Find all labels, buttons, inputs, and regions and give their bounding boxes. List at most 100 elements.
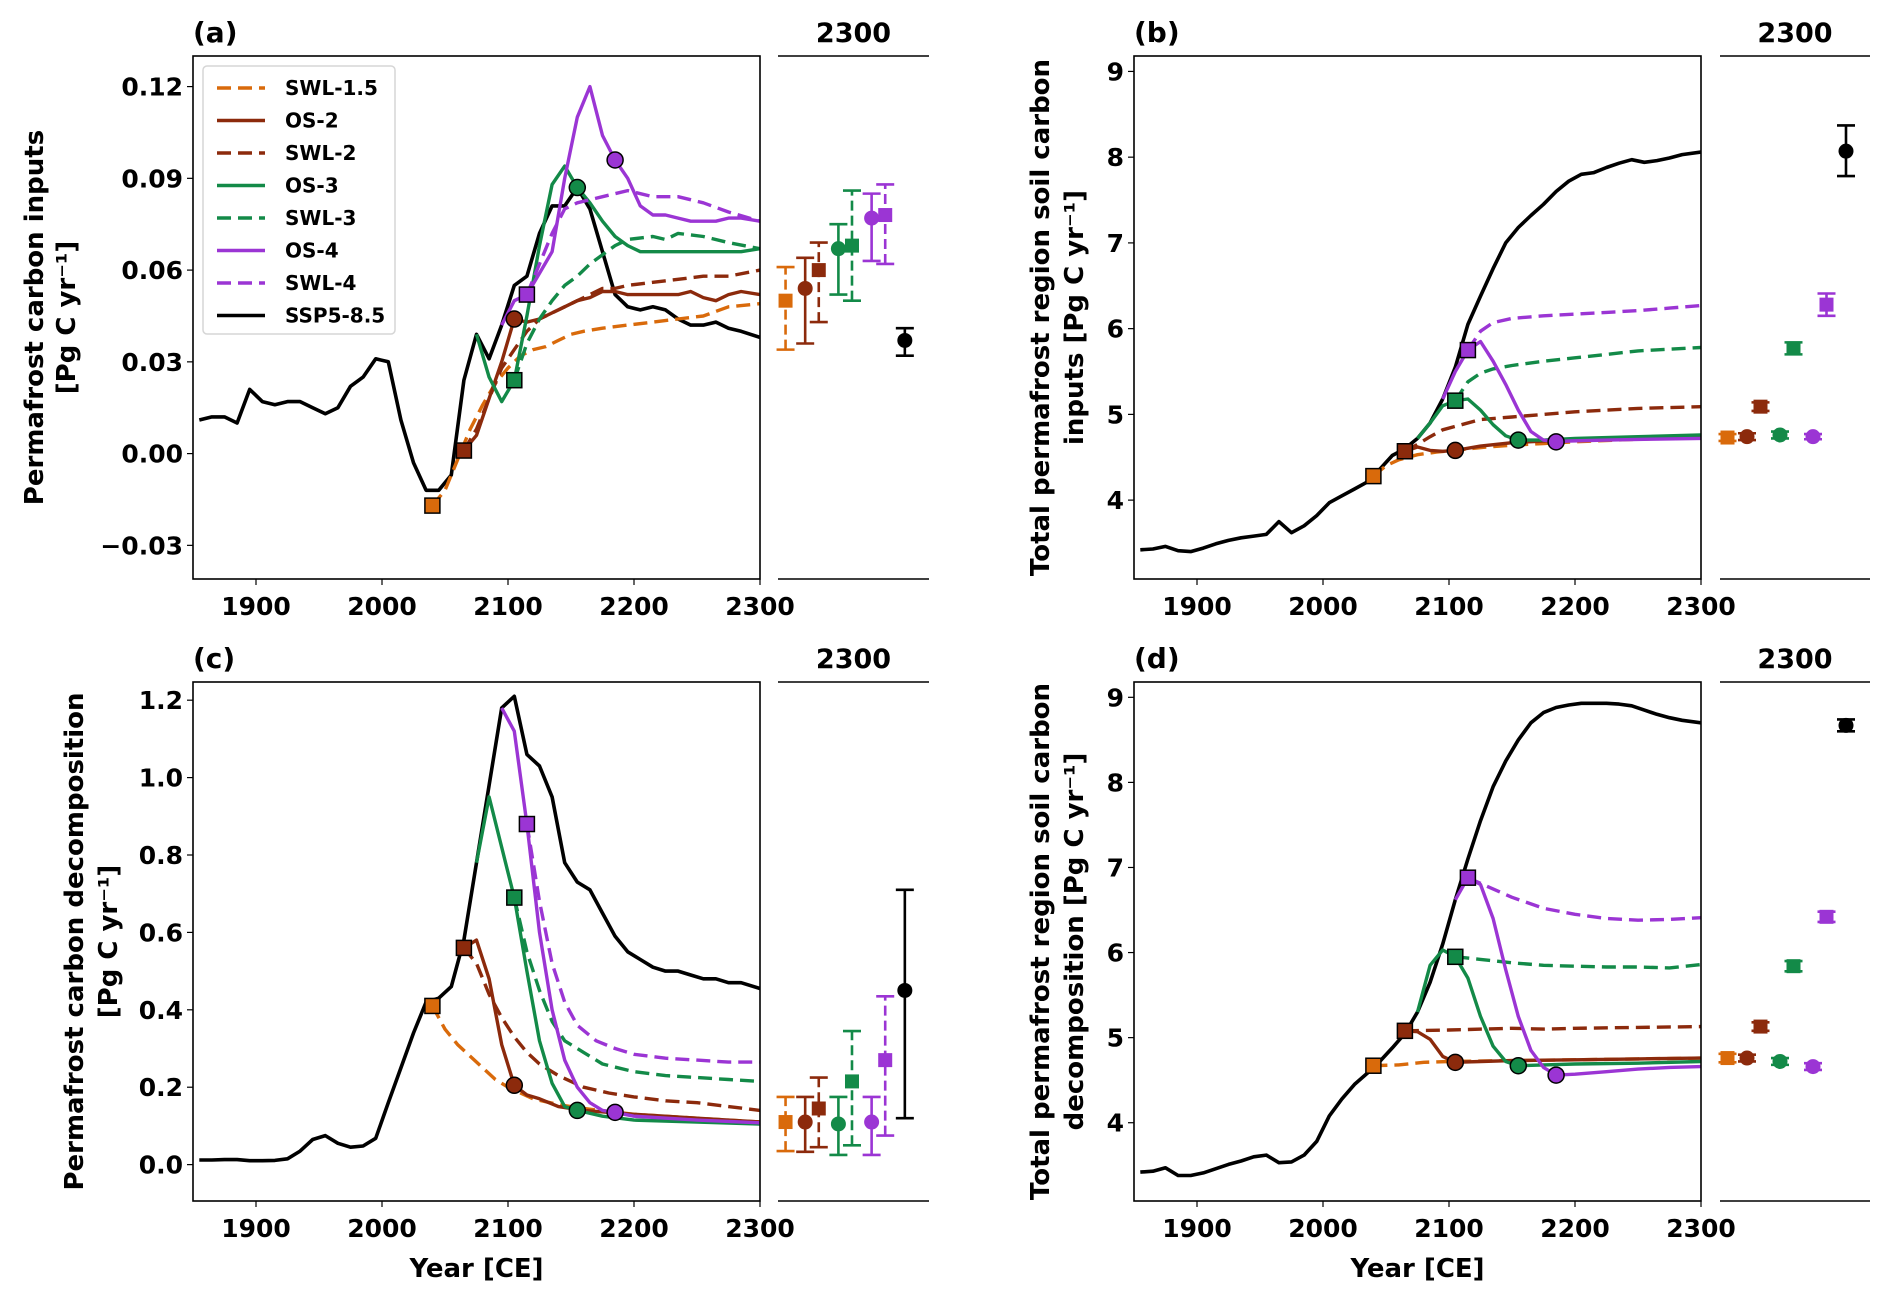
inset-errorbar-swl-4 (1817, 909, 1836, 924)
series-line-swl-4 (1466, 303, 1701, 352)
marker-circle-os-2 (1446, 1053, 1465, 1072)
series-line-ssp5-8-5 (199, 694, 760, 1163)
marker-circle-os-4 (606, 151, 624, 169)
legend-label-swl-3: SWL-3 (285, 206, 356, 230)
y-tick-label: 0.03 (121, 348, 183, 377)
marker-square-swl-1-5 (1365, 1057, 1382, 1074)
x-tick-label: 1900 (1162, 592, 1232, 621)
y-axis-label-line2: [Pg C yr⁻¹] (94, 865, 124, 1019)
inset-errorbar-ssp5-8-5 (895, 888, 914, 1120)
errorbar-marker-circle (897, 332, 913, 348)
x-tick-label: 2300 (1666, 1214, 1736, 1243)
legend-label-os-3: OS-3 (285, 174, 339, 198)
y-axis-label: Total permafrost region soil carbon decom… (1026, 683, 1090, 1200)
x-tick-label: 1900 (221, 1214, 291, 1243)
panel-label: (d) (1134, 642, 1180, 675)
inset-errorbar-swl-2 (809, 1076, 828, 1149)
y-tick-label: −0.03 (100, 531, 183, 560)
legend-box (202, 65, 396, 335)
errorbar-marker-square (1753, 1019, 1768, 1034)
errorbar-marker-circle (864, 210, 880, 226)
inset-errorbar-swl-1-5 (1718, 1051, 1737, 1066)
errorbar-marker-circle (897, 982, 913, 998)
series-line-os-3 (1415, 948, 1701, 1068)
marker-square-swl-1-5 (1365, 467, 1382, 485)
inset-2300: 2300 (776, 644, 929, 1202)
series-line-os-2 (462, 289, 760, 452)
series-line-swl-2 (462, 946, 760, 1113)
errorbar-marker-circle (1739, 1050, 1755, 1066)
marker-circle-os-4 (606, 1103, 624, 1122)
series-line-swl-3 (512, 897, 760, 1084)
legend: SWL-1.5 OS-2 SWL-2 OS-3 SWL-3 OS-4 SWL-4 SSP5-8… (202, 65, 396, 335)
y-tick-label: 0.12 (121, 73, 183, 102)
marker-circle-os-3 (1509, 431, 1528, 449)
series-line-swl-4 (525, 823, 760, 1064)
errorbar-marker-square (811, 1101, 826, 1116)
y-tick-label: 7 (1107, 853, 1124, 882)
x-tick-label: 2100 (473, 592, 543, 621)
panel-c: (c) Permafrost carbon decomposition [Pg C … (60, 642, 929, 1284)
x-tick-label: 2300 (725, 1214, 795, 1243)
series-lines (198, 84, 760, 507)
inset-errorbar-os-2 (796, 1095, 815, 1154)
marker-square-swl-4 (1459, 341, 1477, 359)
x-tick-label: 2000 (1288, 592, 1358, 621)
series-line-swl-3 (1453, 345, 1701, 402)
series-line-os-4 (1453, 876, 1701, 1077)
series-line-os-3 (474, 795, 760, 1126)
plot-frame (1133, 681, 1702, 1202)
y-tick-label: 5 (1107, 1024, 1124, 1053)
inset-errorbar-os-4 (1804, 429, 1822, 445)
errorbar-marker-circle (1805, 429, 1821, 445)
errorbar-marker-square (1720, 430, 1735, 445)
marker-circle-os-2 (505, 310, 524, 328)
marker-square-swl-4 (1459, 869, 1477, 886)
errorbar-marker-circle (797, 1114, 813, 1130)
marker-circle-os-3 (1509, 1056, 1528, 1075)
plot-frame (1133, 55, 1702, 580)
panel-label: (b) (1134, 16, 1180, 49)
y-tick-label: 0.0 (139, 1151, 183, 1180)
errorbar-marker-square (844, 1074, 859, 1089)
inset-errorbar-swl-2 (809, 241, 828, 324)
y-tick-label: 0.8 (139, 841, 183, 870)
y-tick-label: 0.6 (139, 918, 183, 947)
series-lines (1140, 701, 1701, 1178)
legend-label-swl-4: SWL-4 (285, 271, 356, 295)
inset-errorbar-swl-4 (1817, 292, 1836, 318)
plot-frame (192, 681, 761, 1202)
panel-label: (c) (193, 642, 235, 675)
series-line-os-2 (463, 938, 760, 1124)
series-line-swl-4 (1467, 876, 1701, 922)
series-line-ssp5-8-5 (1140, 701, 1701, 1178)
inset-errorbar-swl-4 (876, 183, 895, 266)
x-tick-label: 2300 (1666, 592, 1736, 621)
series-line-swl-2 (462, 268, 760, 452)
inset-2300: 2300 (1718, 18, 1870, 580)
y-tick-label: 0.2 (139, 1073, 183, 1102)
x-axis-label: Year [CE] (408, 1254, 543, 1284)
series-line-swl-3 (1455, 955, 1701, 970)
panel-b: (b) Total permafrost region soil carbon in… (1026, 16, 1870, 621)
inset-errorbar-ssp5-8-5 (895, 326, 914, 358)
y-tick-label: 1.0 (139, 764, 183, 793)
inset-errorbar-os-3 (1771, 1053, 1789, 1069)
y-axis-label-line1: Permafrost carbon inputs (20, 130, 50, 505)
marker-circle-os-2 (1446, 441, 1465, 460)
y-axis-label: Permafrost carbon inputs [Pg C yr⁻¹] (20, 130, 82, 505)
inset-errorbar-os-3 (1771, 427, 1789, 443)
errorbar-marker-circle (830, 241, 846, 257)
inset-errorbar-os-2 (796, 256, 815, 345)
errorbar-marker-circle (1772, 427, 1788, 443)
inset-errorbar-swl-2 (1751, 399, 1770, 414)
marker-square-swl-3 (1447, 948, 1464, 966)
series-line-os-3 (1416, 397, 1701, 442)
errorbar-marker-circle (864, 1114, 880, 1130)
x-tick-label: 2000 (347, 592, 417, 621)
panel-label: (a) (193, 16, 238, 49)
y-tick-label: 0.06 (121, 256, 183, 285)
inset-errorbar-os-3 (829, 1095, 848, 1157)
y-tick-label: 8 (1107, 768, 1124, 797)
